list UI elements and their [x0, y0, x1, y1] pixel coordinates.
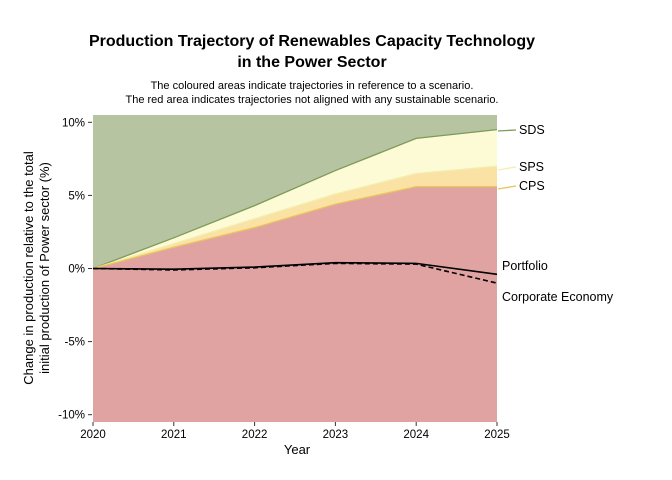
x-tick-label: 2024 [403, 429, 429, 441]
x-tick-label: 2021 [161, 429, 187, 441]
sds-label: SDS [519, 123, 545, 137]
chart-title: Production Trajectory of Renewables Capa… [2, 31, 622, 73]
x-tick-label: 2022 [242, 429, 268, 441]
y-tick-label: -10% [58, 410, 85, 422]
cps-leader-line [497, 185, 517, 190]
y-tick-label: -5% [65, 337, 85, 349]
sds-scenario-line [92, 128, 498, 270]
not-aligned-region-area [93, 186, 497, 422]
y-axis-title-line1: Change in production relative to the tot… [21, 151, 36, 385]
chart-title-line2: in the Power Sector [237, 54, 387, 71]
y-tick-label: 5% [68, 190, 85, 202]
sps-scenario-line [92, 165, 498, 270]
sps-leader-line [497, 166, 517, 171]
chart-title-line1: Production Trajectory of Renewables Capa… [88, 33, 536, 50]
x-axis-title: Year [284, 442, 311, 457]
x-tick-label: 2023 [323, 429, 349, 441]
y-axis-title-line2: initial production of Power sector (%) [37, 162, 52, 374]
x-tick-label: 2020 [80, 429, 106, 441]
axis-ticks: 10% 5% 0% -5% -10% 2020 2021 2022 2023 2024 2025 [58, 117, 510, 441]
series-annotations: SDS SPS CPS Portfolio Corporate Economy [497, 123, 614, 304]
cps-scenario-line [92, 185, 497, 270]
scenario-boundary-lines [92, 128, 498, 270]
sps-label: SPS [519, 160, 544, 174]
cps-label: CPS [519, 179, 545, 193]
chart-subtitle: The coloured areas indicate trajectories… [2, 79, 622, 107]
chart-subtitle-line2: The red area indicates trajectories not … [125, 94, 499, 106]
sds-leader-line [497, 129, 517, 132]
corporate-economy-line [92, 262, 498, 284]
y-tick-label: 10% [62, 117, 85, 129]
y-tick-label: 0% [68, 264, 85, 276]
x-tick-label: 2025 [484, 429, 510, 441]
portfolio-label: Portfolio [502, 259, 548, 273]
chart-subtitle-line1: The coloured areas indicate trajectories… [150, 80, 474, 92]
trajectory-lines [92, 261, 498, 284]
scenario-areas [93, 115, 497, 422]
corporate-economy-label: Corporate Economy [502, 290, 614, 304]
